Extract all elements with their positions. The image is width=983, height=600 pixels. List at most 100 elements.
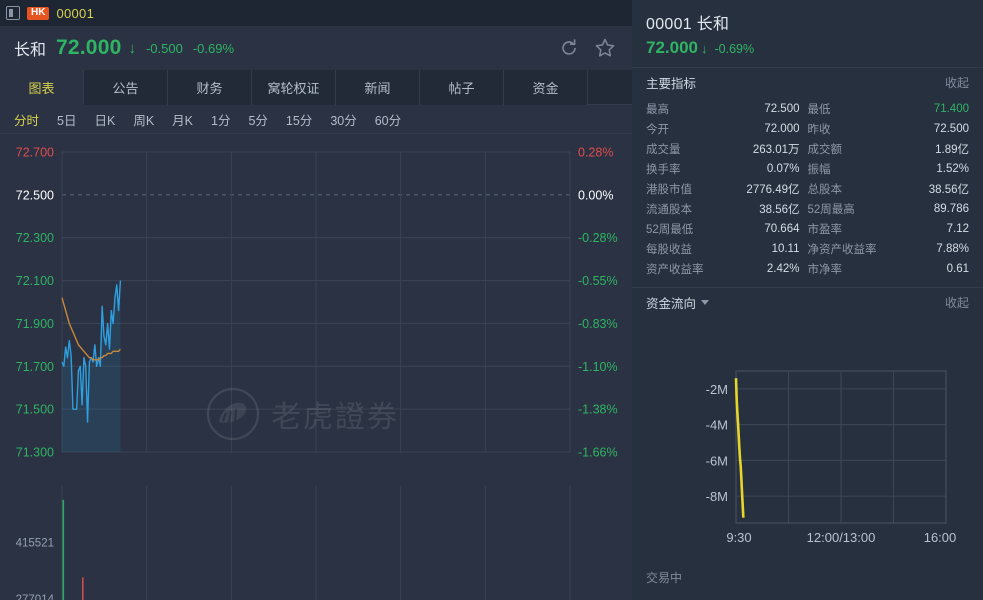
chart-column: HK 00001 长和 72.000 ↓ -0.500 -0.69% xyxy=(0,0,632,600)
metric-value: 1.52% xyxy=(936,163,969,175)
metric-value: 0.07% xyxy=(766,163,800,175)
metrics-section-title: 主要指标 xyxy=(646,77,697,91)
key-metrics-table: 最高 72.500 最低 71.400 今开 72.000 昨收 72.500 成交量 263.0… xyxy=(632,97,983,287)
tab-posts[interactable]: 帖子 xyxy=(420,70,504,105)
window-titlebar: HK 00001 xyxy=(0,0,632,26)
metrics-collapse-link[interactable]: 收起 xyxy=(944,76,969,90)
tab-announcements[interactable]: 公告 xyxy=(84,70,168,105)
main-tabs: 图表 公告 财务 窝轮权证 新闻 帖子 资金 xyxy=(0,70,632,105)
period-5min[interactable]: 5分 xyxy=(248,113,268,128)
metric-row: 港股市值 2776.49亿 总股本 38.56亿 xyxy=(646,179,969,199)
metric-cell: 最高 72.500 xyxy=(646,101,808,117)
svg-text:277014: 277014 xyxy=(16,594,55,600)
svg-text:0.28%: 0.28% xyxy=(578,146,613,160)
tab-news[interactable]: 新闻 xyxy=(336,70,420,105)
period-30min[interactable]: 30分 xyxy=(330,113,357,128)
metric-cell: 最低 71.400 xyxy=(808,101,970,117)
chevron-down-icon[interactable] xyxy=(701,300,710,305)
quote-header: 长和 72.000 ↓ -0.500 -0.69% xyxy=(0,26,632,70)
svg-text:-1.38%: -1.38% xyxy=(578,403,618,417)
svg-text:71.900: 71.900 xyxy=(16,317,54,331)
svg-text:-2M: -2M xyxy=(706,382,728,397)
svg-text:72.100: 72.100 xyxy=(16,274,54,288)
period-5day[interactable]: 5日 xyxy=(57,113,77,128)
metric-label: 总股本 xyxy=(807,184,843,196)
metric-label: 最高 xyxy=(646,104,669,116)
svg-text:9:30: 9:30 xyxy=(726,530,751,545)
period-intraday[interactable]: 分时 xyxy=(14,113,40,128)
intraday-chart[interactable]: 72.700 0.28% 72.500 0.00% 72.300 -0.28% 72.100… xyxy=(0,134,632,600)
metric-cell: 港股市值 2776.49亿 xyxy=(646,181,808,197)
sidebar-quote-header: 00001 长和 72.000 ↓ -0.69% xyxy=(632,0,983,67)
tab-financials[interactable]: 财务 xyxy=(168,70,252,105)
period-60min[interactable]: 60分 xyxy=(374,113,402,128)
sidebar-price: 72.000 xyxy=(646,38,698,57)
metric-value: 2776.49亿 xyxy=(746,184,800,196)
metric-row: 每股收益 10.11 净资产收益率 7.88% xyxy=(646,239,969,259)
metric-cell: 每股收益 10.11 xyxy=(646,241,808,257)
metric-row: 52周最低 70.664 市盈率 7.12 xyxy=(646,219,969,239)
stock-name: 长和 xyxy=(14,42,47,59)
svg-text:-1.10%: -1.10% xyxy=(578,360,618,374)
metric-value: 2.42% xyxy=(766,263,800,275)
svg-text:0.00%: 0.00% xyxy=(578,188,613,202)
star-icon[interactable] xyxy=(592,35,618,61)
metric-label: 市盈率 xyxy=(807,224,843,236)
metric-label: 振幅 xyxy=(807,164,831,176)
svg-text:71.500: 71.500 xyxy=(16,403,54,417)
period-monthly-k[interactable]: 月K xyxy=(172,113,193,128)
metric-label: 成交量 xyxy=(646,144,681,156)
metric-label: 昨收 xyxy=(807,124,831,136)
period-15min[interactable]: 15分 xyxy=(285,113,313,128)
metric-row: 今开 72.000 昨收 72.500 xyxy=(646,119,969,139)
metric-label: 最低 xyxy=(807,104,831,116)
tab-chart[interactable]: 图表 xyxy=(0,70,84,105)
symbol-code: 00001 xyxy=(56,5,95,21)
metric-value: 1.89亿 xyxy=(935,144,969,156)
metric-row: 最高 72.500 最低 71.400 xyxy=(646,99,969,119)
svg-text:-0.28%: -0.28% xyxy=(578,231,618,245)
metric-cell: 市盈率 7.12 xyxy=(808,221,970,237)
metric-value: 38.56亿 xyxy=(759,204,800,216)
tab-filler xyxy=(588,70,632,104)
flow-collapse-link[interactable]: 收起 xyxy=(944,296,969,310)
metric-cell: 52周最高 89.786 xyxy=(808,201,970,217)
metric-value: 71.400 xyxy=(933,103,969,115)
tab-warrants[interactable]: 窝轮权证 xyxy=(252,70,336,105)
metric-label: 成交额 xyxy=(807,144,843,156)
last-price: 72.000 xyxy=(56,36,122,59)
info-sidebar: 00001 长和 72.000 ↓ -0.69% 主要指标 收起 最高 72.50… xyxy=(632,0,983,600)
flow-chart-canvas: -2M -4M -6M -8M 9:30 12:00/13:00 16:00 xyxy=(706,370,956,545)
capital-flow-chart[interactable]: -2M -4M -6M -8M 9:30 12:00/13:00 16:00 xyxy=(632,317,983,553)
refresh-icon[interactable] xyxy=(556,35,582,61)
metric-label: 净资产收益率 xyxy=(807,244,877,256)
period-weekly-k[interactable]: 周K xyxy=(133,113,155,128)
metric-label: 市净率 xyxy=(807,264,843,276)
metric-label: 资产收益率 xyxy=(646,264,704,276)
metric-label: 港股市值 xyxy=(646,184,692,196)
metric-cell: 流通股本 38.56亿 xyxy=(646,201,808,217)
sidebar-direction-arrow: ↓ xyxy=(701,41,708,56)
price-change-pct: -0.69% xyxy=(192,40,235,56)
svg-text:12:00/13:00: 12:00/13:00 xyxy=(807,530,876,545)
metric-cell: 资产收益率 2.42% xyxy=(646,261,808,277)
svg-text:-0.55%: -0.55% xyxy=(578,274,618,288)
metric-cell: 总股本 38.56亿 xyxy=(808,181,970,197)
metric-value: 72.000 xyxy=(764,123,800,135)
svg-text:71.300: 71.300 xyxy=(16,446,54,460)
svg-text:72.700: 72.700 xyxy=(16,146,54,160)
market-badge: HK xyxy=(27,6,50,20)
svg-text:-4M: -4M xyxy=(706,418,728,433)
sidebar-change-pct: -0.69% xyxy=(714,42,755,56)
panel-toggle-icon[interactable] xyxy=(6,6,20,20)
tab-capital[interactable]: 资金 xyxy=(504,70,588,105)
metric-value: 70.664 xyxy=(764,223,800,235)
period-daily-k[interactable]: 日K xyxy=(94,113,116,128)
metric-row: 资产收益率 2.42% 市净率 0.61 xyxy=(646,259,969,279)
svg-text:-8M: -8M xyxy=(706,489,728,504)
metric-cell: 52周最低 70.664 xyxy=(646,221,808,237)
period-1min[interactable]: 1分 xyxy=(211,113,231,128)
metric-cell: 成交量 263.01万 xyxy=(646,141,808,157)
flow-title-text: 资金流向 xyxy=(646,297,697,311)
